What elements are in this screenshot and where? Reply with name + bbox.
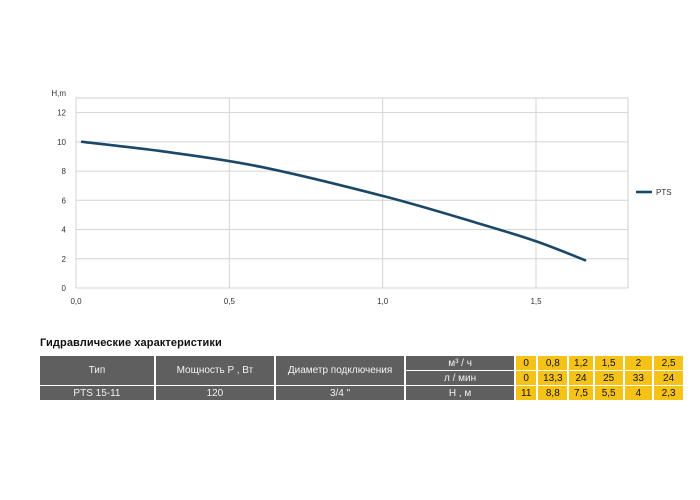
- series-line-pts: [80, 140, 587, 262]
- cell-diameter: 3/4 ": [275, 386, 405, 400]
- perf-value: 24: [569, 371, 593, 385]
- perf-label-flow-m3h: м³ / ч: [406, 356, 514, 370]
- perf-value: 4: [624, 386, 653, 400]
- specs-table: Тип Мощность P , Вт Диаметр подключения …: [38, 355, 685, 401]
- y-tick-label: 0: [62, 284, 67, 293]
- perf-value: 25: [594, 371, 623, 385]
- section-title: Гидравлические характеристики: [40, 337, 222, 349]
- table-row: Тип Мощность P , Вт Диаметр подключения …: [40, 356, 683, 385]
- perf-value: 2,5: [654, 356, 683, 370]
- cell-type: PTS 15-11: [40, 386, 154, 400]
- perf-value: 8,8: [538, 386, 568, 400]
- legend: PTS: [636, 188, 672, 197]
- y-tick-label: 4: [62, 226, 67, 235]
- perf-value: 5,5: [594, 386, 623, 400]
- cell-power: 120: [155, 386, 274, 400]
- perf-label-head: Н , м: [406, 386, 514, 400]
- perf-value: 0: [515, 371, 537, 385]
- y-axis-label: H,m: [51, 89, 66, 98]
- x-tick-label: 1,0: [377, 297, 389, 306]
- perf-value: 24: [654, 371, 683, 385]
- plot-frame: [75, 97, 629, 289]
- perf-value: 1,5: [594, 356, 623, 370]
- x-tick-label: 1,5: [530, 297, 542, 306]
- perf-value: 11: [515, 386, 537, 400]
- perf-value: 0,8: [538, 356, 568, 370]
- table-row: л / мин 0 13,3 24 25 33 24: [40, 371, 683, 385]
- legend-label: PTS: [656, 188, 672, 197]
- y-tick-label: 2: [62, 255, 67, 264]
- y-tick-label: 12: [57, 109, 66, 118]
- axes: 0 2 4 6 8 10 12 0,0 0,5 1,0 1,5 H,m: [51, 89, 542, 306]
- perf-value: 33: [624, 371, 653, 385]
- perf-value: 0: [515, 356, 537, 370]
- series-layer: [80, 140, 587, 262]
- y-tick-label: 10: [57, 138, 66, 147]
- perf-value: 13,3: [538, 371, 568, 385]
- header-type: Тип: [40, 356, 154, 385]
- x-tick-label: 0,5: [224, 297, 236, 306]
- perf-value: 7,5: [569, 386, 593, 400]
- table-row: PTS 15-11 120 3/4 " Н , м 11 8,8 7,5 5,5…: [40, 386, 683, 400]
- perf-label-flow-lmin: л / мин: [406, 371, 514, 385]
- y-tick-label: 6: [62, 196, 67, 205]
- y-tick-label: 8: [62, 167, 67, 176]
- perf-value: 2: [624, 356, 653, 370]
- performance-chart: 0 2 4 6 8 10 12 0,0 0,5 1,0 1,5 H,m PTS: [51, 89, 672, 306]
- perf-value: 1,2: [569, 356, 593, 370]
- header-diameter: Диаметр подключения: [275, 356, 405, 385]
- grid: [75, 97, 629, 289]
- header-power: Мощность P , Вт: [155, 356, 274, 385]
- perf-value: 2,3: [654, 386, 683, 400]
- x-tick-label: 0,0: [70, 297, 82, 306]
